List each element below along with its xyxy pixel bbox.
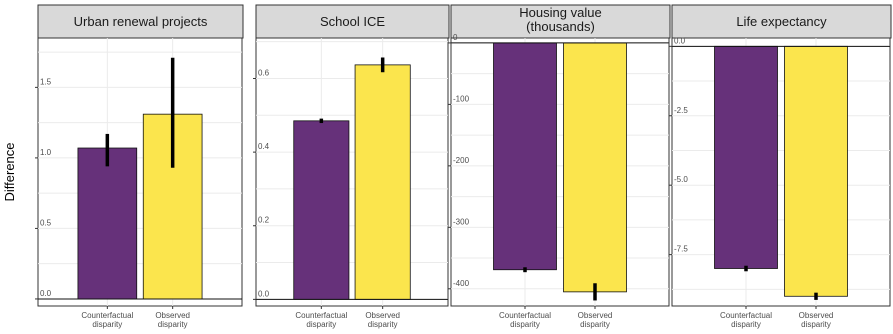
y-tick-label: 0.0 xyxy=(258,289,270,298)
y-tick-label: 0 xyxy=(453,33,458,42)
facet-title: Life expectancy xyxy=(736,14,827,29)
facet-title-line: Life expectancy xyxy=(736,14,827,29)
plot-area xyxy=(450,37,670,307)
y-tick-label: 0.0 xyxy=(674,36,686,45)
x-tick-label: Observed disparity xyxy=(365,311,400,329)
x-tick-label-line: disparity xyxy=(92,320,122,329)
bar-observed xyxy=(563,42,627,293)
x-tick-label: Counterfactual disparity xyxy=(720,311,772,329)
facet-strip xyxy=(671,4,892,39)
x-tick-label-line: Counterfactual xyxy=(499,311,551,320)
bar-counterfactual xyxy=(77,147,138,300)
facet-title-line: School ICE xyxy=(320,14,385,29)
facet-title: School ICE xyxy=(320,14,385,29)
x-tick-label-line: Observed xyxy=(578,311,613,320)
y-tick-label: -7.5 xyxy=(674,245,688,254)
x-tick-label-line: disparity xyxy=(306,320,336,329)
facet-title: Housing value (thousands) xyxy=(519,5,601,34)
y-tick-label: -2.5 xyxy=(674,106,688,115)
bar-counterfactual xyxy=(493,42,557,271)
bar-observed xyxy=(784,45,848,297)
y-axis-label: Difference xyxy=(2,142,17,201)
bar-observed xyxy=(354,64,411,300)
bar-counterfactual xyxy=(714,45,778,269)
facet-strip xyxy=(255,4,450,39)
x-tick-label: Observed disparity xyxy=(799,311,834,329)
facet-title-line: Urban renewal projects xyxy=(74,14,208,29)
x-tick-label: Counterfactual disparity xyxy=(499,311,551,329)
x-tick-label-line: Counterfactual xyxy=(295,311,347,320)
x-tick-label: Counterfactual disparity xyxy=(295,311,347,329)
x-tick-label-line: Counterfactual xyxy=(720,311,772,320)
x-tick-label: Observed disparity xyxy=(578,311,613,329)
x-tick-label-line: disparity xyxy=(368,320,398,329)
x-tick-label-line: disparity xyxy=(801,320,831,329)
x-tick-label: Observed disparity xyxy=(155,311,190,329)
facet-panel: Housing value (thousands) 0 -100 -200 -300 -40… xyxy=(448,4,671,329)
plot-area xyxy=(255,37,449,307)
x-tick-label-line: Observed xyxy=(799,311,834,320)
x-tick-label-line: Observed xyxy=(155,311,190,320)
y-tick-label: -300 xyxy=(453,217,470,226)
facet-strip xyxy=(37,4,244,39)
plot-area xyxy=(671,37,891,307)
y-tick-label: 1.0 xyxy=(40,148,52,157)
y-tick-label: 1.5 xyxy=(40,77,52,86)
x-tick-label: Counterfactual disparity xyxy=(81,311,133,329)
y-tick-label: -200 xyxy=(453,156,470,165)
y-tick-label: -400 xyxy=(453,279,470,288)
facet-title: Urban renewal projects xyxy=(74,14,208,29)
facet-panel: Urban renewal projects 0.0 0.5 1.0 1.5 Counte… xyxy=(35,4,244,329)
x-tick-label-line: disparity xyxy=(510,320,540,329)
x-tick-label-line: disparity xyxy=(158,320,188,329)
x-tick-label-line: Observed xyxy=(365,311,400,320)
y-tick-label: -100 xyxy=(453,94,470,103)
x-tick-label-line: disparity xyxy=(731,320,761,329)
x-tick-label-line: Counterfactual xyxy=(81,311,133,320)
y-tick-label: 0.5 xyxy=(40,218,52,227)
y-tick-label: -5.0 xyxy=(674,175,688,184)
facet-strip xyxy=(450,4,671,39)
y-tick-label: 0.4 xyxy=(258,142,270,151)
x-tick-label-line: disparity xyxy=(580,320,610,329)
plot-area xyxy=(37,37,243,307)
y-tick-label: 0.6 xyxy=(258,68,270,77)
bar-counterfactual xyxy=(293,120,350,300)
facet-title-line: Housing value xyxy=(519,5,601,20)
facet-title-line: (thousands) xyxy=(526,19,595,34)
facet-panel: Life expectancy 0.0 -2.5 -5.0 -7.5 Counterfac… xyxy=(669,4,892,329)
y-tick-label: 0.0 xyxy=(40,289,52,298)
y-tick-label: 0.2 xyxy=(258,216,270,225)
